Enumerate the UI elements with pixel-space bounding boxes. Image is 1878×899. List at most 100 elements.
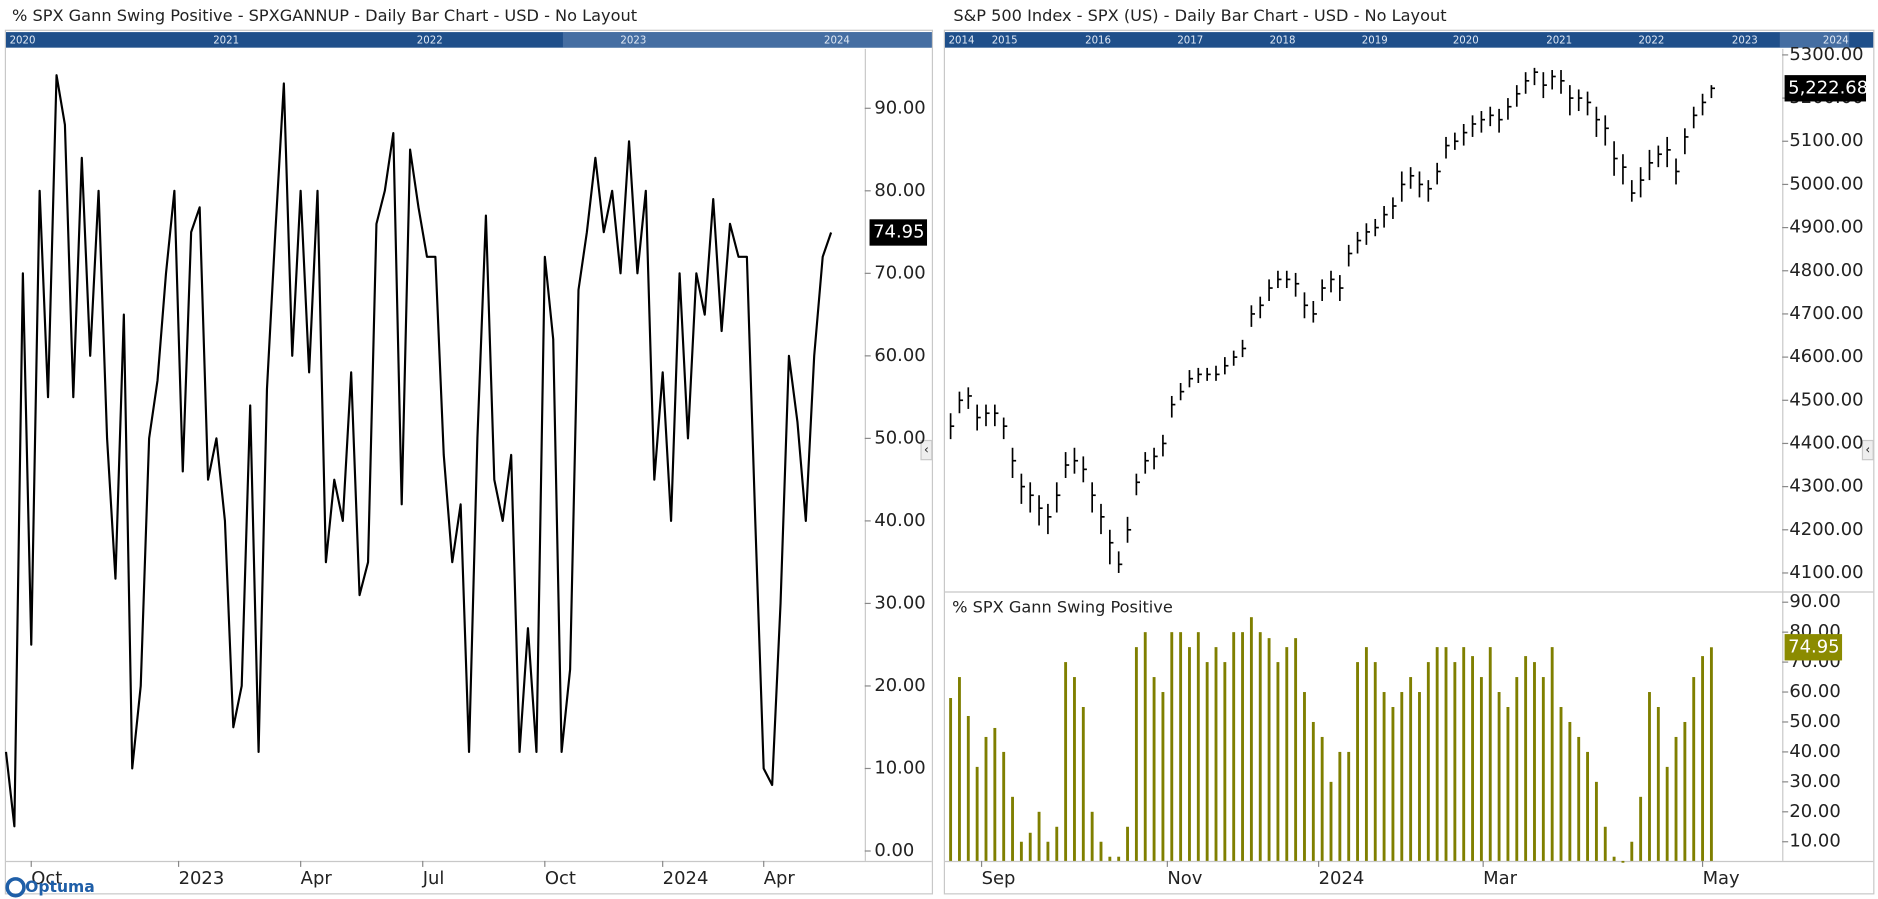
bar bbox=[1294, 638, 1298, 861]
bar bbox=[1356, 662, 1359, 861]
bar bbox=[949, 698, 953, 861]
navigator-label: 2024 bbox=[824, 35, 850, 46]
x-tick-label: Apr bbox=[764, 868, 796, 889]
bar bbox=[1683, 721, 1687, 861]
bar bbox=[1568, 721, 1572, 861]
right-chart-title: S&P 500 Index - SPX (US) - Daily Bar Cha… bbox=[953, 6, 1446, 25]
left-navigator-window[interactable] bbox=[562, 32, 932, 48]
bar bbox=[1249, 617, 1253, 861]
right-collapse-button[interactable] bbox=[1861, 439, 1874, 461]
bar bbox=[1108, 856, 1112, 861]
bar bbox=[1161, 692, 1165, 861]
y-tick-label: 4400.00 bbox=[1789, 432, 1863, 453]
bar bbox=[1134, 647, 1138, 861]
bar bbox=[975, 766, 979, 861]
bar bbox=[1541, 677, 1545, 861]
bar bbox=[1117, 856, 1121, 861]
x-tick-label: Oct bbox=[31, 868, 62, 889]
navigator-label: 2018 bbox=[1270, 35, 1296, 46]
bar bbox=[1099, 841, 1103, 861]
bar bbox=[1665, 766, 1669, 861]
bar bbox=[1267, 638, 1271, 861]
y-tick-label: 30.00 bbox=[1789, 771, 1840, 792]
navigator-label: 2021 bbox=[213, 35, 239, 46]
y-tick-label: 5000.00 bbox=[1789, 173, 1863, 194]
bar bbox=[1709, 647, 1713, 861]
bar bbox=[1453, 662, 1457, 861]
bar bbox=[1064, 662, 1068, 861]
x-tick-label: 2023 bbox=[179, 868, 225, 889]
bar bbox=[1347, 751, 1351, 861]
bar bbox=[1179, 632, 1183, 861]
navigator-label: 2019 bbox=[1362, 35, 1388, 46]
bar bbox=[1196, 632, 1200, 861]
y-tick-label: 5100.00 bbox=[1789, 130, 1863, 151]
bar bbox=[1559, 707, 1563, 861]
bar bbox=[1471, 656, 1474, 861]
bar bbox=[1701, 656, 1705, 861]
bar bbox=[1152, 677, 1156, 861]
y-tick-label: 10.00 bbox=[874, 757, 925, 778]
navigator-label: 2021 bbox=[1546, 35, 1572, 46]
navigator-label: 2023 bbox=[1732, 35, 1758, 46]
navigator-label: 2017 bbox=[1177, 35, 1203, 46]
navigator-label: 2016 bbox=[1085, 35, 1111, 46]
y-tick-label: 40.00 bbox=[874, 510, 925, 531]
last-value-label: 5,222.68 bbox=[1788, 77, 1868, 98]
bar bbox=[1329, 781, 1333, 861]
bar bbox=[1612, 856, 1616, 861]
bar bbox=[1338, 751, 1342, 861]
y-tick-label: 4500.00 bbox=[1789, 389, 1863, 410]
y-tick-label: 4200.00 bbox=[1789, 519, 1863, 540]
bar bbox=[1090, 811, 1094, 861]
bar bbox=[1382, 692, 1386, 861]
bar bbox=[1674, 736, 1678, 861]
bar bbox=[1603, 826, 1607, 861]
bar bbox=[1170, 632, 1174, 861]
bar bbox=[1311, 721, 1315, 861]
left-panel-frame bbox=[4, 29, 934, 895]
right-navigator[interactable] bbox=[944, 32, 1874, 48]
bar bbox=[1462, 647, 1466, 861]
bar bbox=[1037, 811, 1041, 861]
bar bbox=[1594, 781, 1598, 861]
bar bbox=[1205, 662, 1209, 861]
bar bbox=[1577, 736, 1581, 861]
x-tick-label: Nov bbox=[1167, 868, 1202, 889]
bar bbox=[1630, 841, 1634, 861]
data-line bbox=[4, 74, 833, 828]
bar bbox=[1011, 796, 1014, 861]
bar bbox=[1550, 647, 1554, 861]
bar bbox=[1479, 677, 1483, 861]
bar bbox=[1533, 662, 1536, 861]
last-value-label: 74.95 bbox=[873, 221, 924, 242]
y-tick-label: 5300.00 bbox=[1789, 44, 1863, 65]
right-navigator-window[interactable] bbox=[1779, 32, 1850, 48]
bar bbox=[1019, 841, 1023, 861]
bar bbox=[1515, 677, 1519, 861]
bar bbox=[1524, 656, 1528, 861]
left-collapse-button[interactable] bbox=[920, 439, 933, 461]
y-tick-label: 4900.00 bbox=[1789, 217, 1863, 238]
bar bbox=[1621, 860, 1625, 863]
left-chart-title: % SPX Gann Swing Positive - SPXGANNUP - … bbox=[12, 6, 637, 25]
bar bbox=[1373, 662, 1377, 861]
bar bbox=[1002, 751, 1006, 861]
bar bbox=[1073, 677, 1076, 861]
bar bbox=[1303, 692, 1306, 861]
bar bbox=[1285, 647, 1289, 861]
brand-logo bbox=[5, 877, 26, 898]
x-tick-label: 2024 bbox=[1319, 868, 1365, 889]
navigator-label: 2022 bbox=[1638, 35, 1664, 46]
x-tick-label: Apr bbox=[301, 868, 333, 889]
right-collapse-icon: ‹ bbox=[1865, 443, 1870, 457]
bar bbox=[958, 677, 961, 861]
y-tick-label: 4100.00 bbox=[1789, 562, 1863, 583]
bar bbox=[1241, 632, 1244, 861]
bar bbox=[1143, 632, 1147, 861]
last-value-label: 74.95 bbox=[1788, 636, 1839, 657]
y-tick-label: 50.00 bbox=[874, 427, 925, 448]
bar bbox=[1320, 736, 1324, 861]
last-value-box bbox=[1784, 75, 1867, 102]
